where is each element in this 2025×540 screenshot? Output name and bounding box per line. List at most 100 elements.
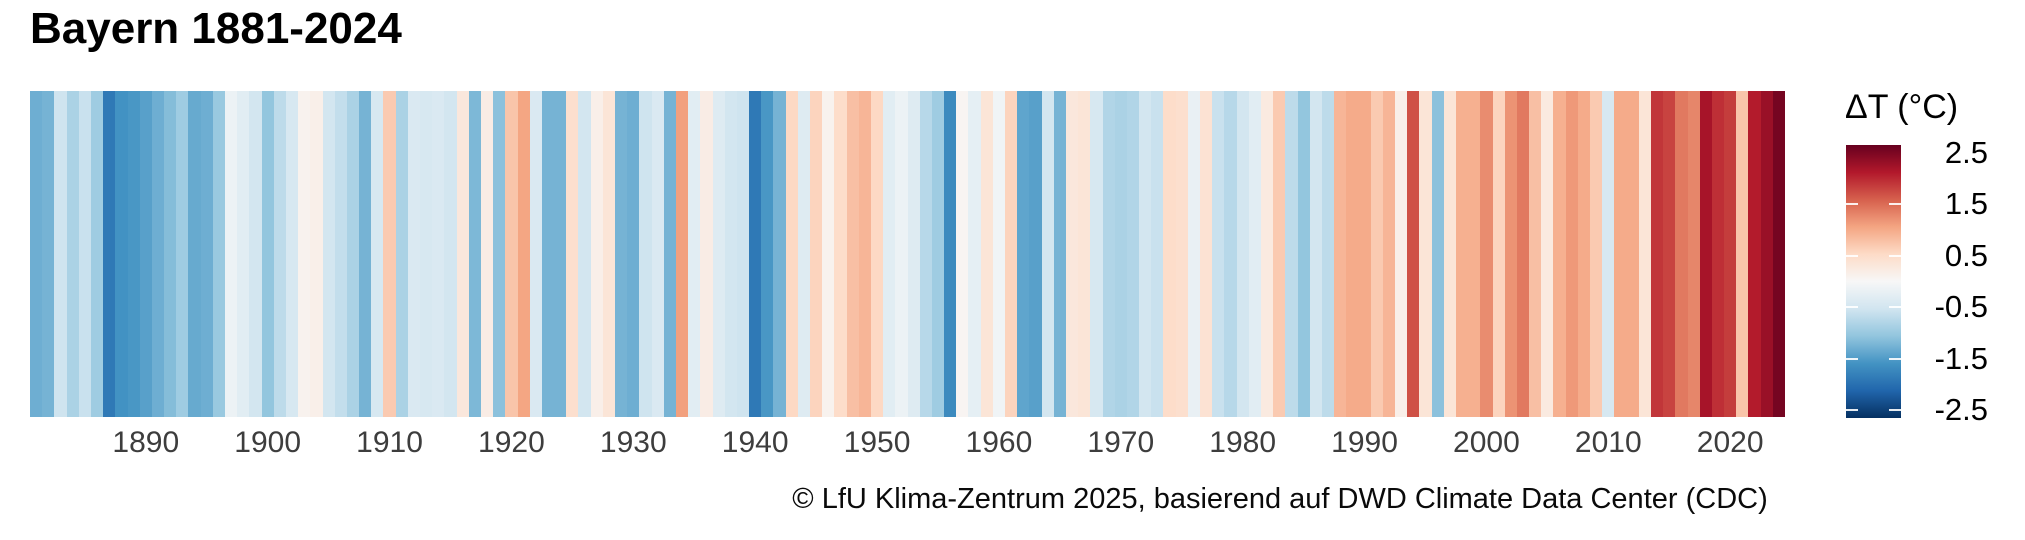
stripe-year-2016: [1675, 91, 1688, 417]
stripe-year-1936: [700, 91, 713, 417]
stripe-year-2015: [1663, 91, 1676, 417]
stripe-year-1988: [1334, 91, 1347, 417]
stripe-year-2020: [1724, 91, 1737, 417]
x-tick-label-1920: 1920: [478, 426, 545, 459]
stripe-year-1889: [127, 91, 140, 417]
x-tick-label-1950: 1950: [843, 426, 911, 459]
x-tick-label-1990: 1990: [1331, 426, 1398, 459]
stripe-year-1886: [90, 91, 104, 417]
stripe-year-1946: [822, 91, 835, 417]
stripe-year-1944: [797, 91, 810, 417]
stripe-year-1912: [407, 91, 420, 417]
stripe-year-1954: [919, 91, 932, 417]
stripe-year-1981: [1248, 91, 1261, 417]
legend-tick-mark: [1889, 203, 1901, 206]
stripe-year-1934: [675, 91, 689, 417]
stripe-year-1908: [359, 91, 372, 417]
stripe-year-1910: [383, 91, 396, 417]
stripe-year-1938: [724, 91, 737, 417]
x-tick-label-2010: 2010: [1574, 426, 1642, 459]
stripe-year-1915: [444, 91, 457, 417]
stripe-year-1902: [285, 91, 299, 417]
stripe-year-1985: [1297, 91, 1310, 417]
stripe-year-1984: [1285, 91, 1298, 417]
stripe-year-2023: [1760, 91, 1773, 417]
stripe-year-1987: [1321, 91, 1335, 417]
page-title: Bayern 1881-2024: [30, 4, 402, 53]
stripe-year-1941: [761, 91, 774, 417]
legend-tick-label-2.5: 2.5: [1944, 134, 1988, 170]
stripe-year-1921: [517, 91, 530, 417]
stripe-year-2019: [1711, 91, 1725, 417]
legend-tick-mark: [1889, 306, 1901, 309]
stripe-year-1925: [566, 91, 579, 417]
stripe-year-1917: [468, 91, 481, 417]
stripe-year-1997: [1443, 91, 1456, 417]
stripe-year-1992: [1382, 91, 1395, 417]
stripe-year-1969: [1102, 91, 1115, 417]
stripe-year-1887: [103, 91, 116, 417]
stripe-year-2010: [1602, 91, 1615, 417]
stripe-year-1962: [1017, 91, 1030, 417]
legend-title: ΔT (°C): [1845, 88, 1959, 126]
stripe-year-1940: [749, 91, 762, 417]
stripe-year-1894: [188, 91, 201, 417]
stripe-year-1932: [651, 91, 664, 417]
stripe-year-1972: [1139, 91, 1152, 417]
stripe-year-1924: [554, 91, 567, 417]
stripe-year-1990: [1358, 91, 1371, 417]
stripe-year-1929: [615, 91, 628, 417]
x-tick-label-2000: 2000: [1453, 426, 1520, 459]
stripe-year-1893: [176, 91, 189, 417]
stripe-year-2012: [1626, 91, 1639, 417]
stripe-year-2001: [1492, 91, 1505, 417]
x-tick-label-1970: 1970: [1087, 426, 1155, 459]
stripe-year-1939: [736, 91, 750, 417]
stripe-year-1951: [883, 91, 896, 417]
stripe-year-1956: [944, 91, 957, 417]
stripe-year-1979: [1224, 91, 1237, 417]
stripe-year-1899: [249, 91, 262, 417]
stripe-year-2007: [1565, 91, 1578, 417]
x-tick-label-1900: 1900: [234, 426, 302, 459]
stripe-year-1935: [688, 91, 701, 417]
x-tick-label-1940: 1940: [721, 426, 789, 459]
stripe-year-2006: [1553, 91, 1566, 417]
legend-tick-label--0.5: -0.5: [1934, 289, 1988, 325]
legend-tick-mark: [1846, 306, 1858, 309]
stripe-year-1905: [322, 91, 335, 417]
stripe-year-1928: [602, 91, 615, 417]
stripe-year-1890: [139, 91, 152, 417]
stripe-year-1930: [627, 91, 640, 417]
stripe-year-1953: [907, 91, 920, 417]
stripe-year-1974: [1163, 91, 1176, 417]
stripe-year-2005: [1541, 91, 1554, 417]
stripe-year-1947: [834, 91, 847, 417]
stripe-year-1892: [164, 91, 177, 417]
stripe-year-1931: [639, 91, 652, 417]
x-tick-label-1910: 1910: [356, 426, 423, 459]
stripe-year-1950: [870, 91, 884, 417]
stripe-year-2003: [1516, 91, 1530, 417]
stripe-year-1968: [1090, 91, 1103, 417]
stripe-year-1993: [1395, 91, 1408, 417]
stripe-year-1995: [1419, 91, 1432, 417]
stripe-year-1952: [895, 91, 908, 417]
stripe-year-1989: [1346, 91, 1359, 417]
stripe-year-1896: [212, 91, 225, 417]
stripe-year-1891: [151, 91, 165, 417]
warming-stripes-plot: [30, 91, 1785, 417]
stripe-year-1949: [858, 91, 871, 417]
stripe-year-1958: [968, 91, 981, 417]
stripe-year-1999: [1468, 91, 1481, 417]
stripe-year-1923: [541, 91, 555, 417]
stripe-year-2004: [1529, 91, 1542, 417]
legend-tick-mark: [1846, 357, 1858, 360]
stripe-year-1907: [346, 91, 360, 417]
stripe-year-1994: [1407, 91, 1420, 417]
legend-tick-label--1.5: -1.5: [1934, 340, 1988, 376]
stripe-year-1943: [785, 91, 798, 417]
stripe-year-1903: [298, 91, 311, 417]
x-tick-label-2020: 2020: [1696, 426, 1764, 459]
stripe-year-2013: [1638, 91, 1651, 417]
